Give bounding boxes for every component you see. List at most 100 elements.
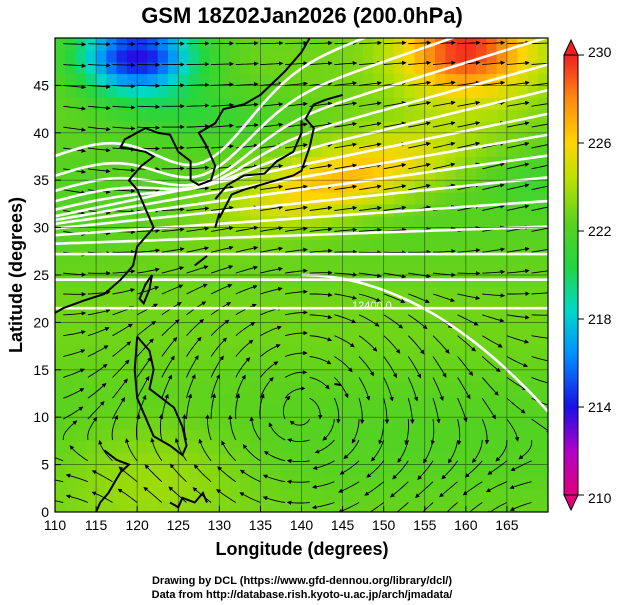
field-cell [486,429,498,442]
field-cell [198,452,210,466]
streamline [87,308,111,316]
field-cell [55,61,66,75]
field-cell [506,156,518,169]
field-cell [465,144,477,158]
field-cell [55,263,66,276]
field-cell [229,121,241,134]
streamline [309,376,330,390]
field-cell [178,239,190,252]
streamline [286,500,310,505]
field-cell [209,263,220,276]
streamline [339,460,360,475]
field-cell [239,203,251,217]
field-cell [373,109,385,122]
field-cell [342,215,354,229]
field-cell [383,239,395,252]
field-cell [486,192,498,205]
field-cell [96,251,107,264]
field-cell [250,381,261,395]
field-cell [527,168,539,181]
streamline [63,63,87,68]
streamline [408,121,431,128]
field-cell [209,251,220,264]
field-cell [322,417,333,430]
field-cell [198,405,210,418]
field-cell [537,156,548,169]
field-cell [301,251,313,264]
field-cell [198,97,210,110]
field-cell [116,203,128,217]
field-cell [383,405,395,418]
field-cell [260,464,272,477]
field-cell [496,49,508,63]
field-cell [291,488,303,501]
field-cell [219,429,231,442]
field-cell [363,381,374,395]
field-cell [342,334,354,347]
field-cell [168,464,179,477]
field-cell [363,393,374,406]
field-cell [291,275,303,288]
field-cell [414,38,426,51]
field-cell [260,38,272,51]
field-cell [260,488,272,501]
field-cell [424,334,436,347]
field-cell [486,168,498,181]
field-cell [178,440,190,454]
streamline [383,356,397,379]
field-cell [229,488,241,501]
field-cell [517,322,529,335]
field-cell [55,85,66,98]
field-cell [342,417,354,430]
field-cell [65,97,77,110]
field-cell [496,500,508,512]
field-cell [270,61,282,75]
field-cell [168,429,179,442]
field-cell [537,381,548,395]
field-cell [157,227,169,241]
field-cell [465,227,477,241]
field-cell [527,156,539,169]
streamline [309,163,333,170]
streamline [334,184,358,191]
field-cell [209,500,220,512]
field-cell [96,61,107,75]
field-cell [85,488,97,501]
field-cell [332,144,344,158]
field-cell [96,405,107,418]
field-cell [363,215,374,229]
field-cell [352,97,364,110]
field-cell [363,440,374,454]
field-cell [476,500,487,512]
field-cell [311,381,323,395]
field-cell [352,381,364,395]
streamline [211,185,234,191]
field-cell [537,215,548,229]
field-cell [373,73,385,86]
field-cell [260,452,272,466]
streamline [137,267,160,274]
field-cell [496,61,508,75]
streamline [531,376,548,384]
field-cell [229,346,241,359]
field-cell [537,464,548,477]
field-cell [270,180,282,193]
streamline [506,356,528,368]
field-cell [219,73,231,86]
field-cell [363,369,374,383]
streamline [87,363,108,378]
streamline [309,248,333,254]
field-cell [373,310,385,323]
field-cell [537,144,548,158]
field-cell [157,429,169,442]
field-cell [424,49,436,63]
field-cell [311,500,323,512]
field-cell [435,357,446,371]
streamline [408,141,431,149]
streamline [161,337,178,357]
field-cell [332,440,344,454]
streamline [334,356,353,373]
field-cell [496,227,508,241]
x-tick-label: 160 [454,517,478,533]
